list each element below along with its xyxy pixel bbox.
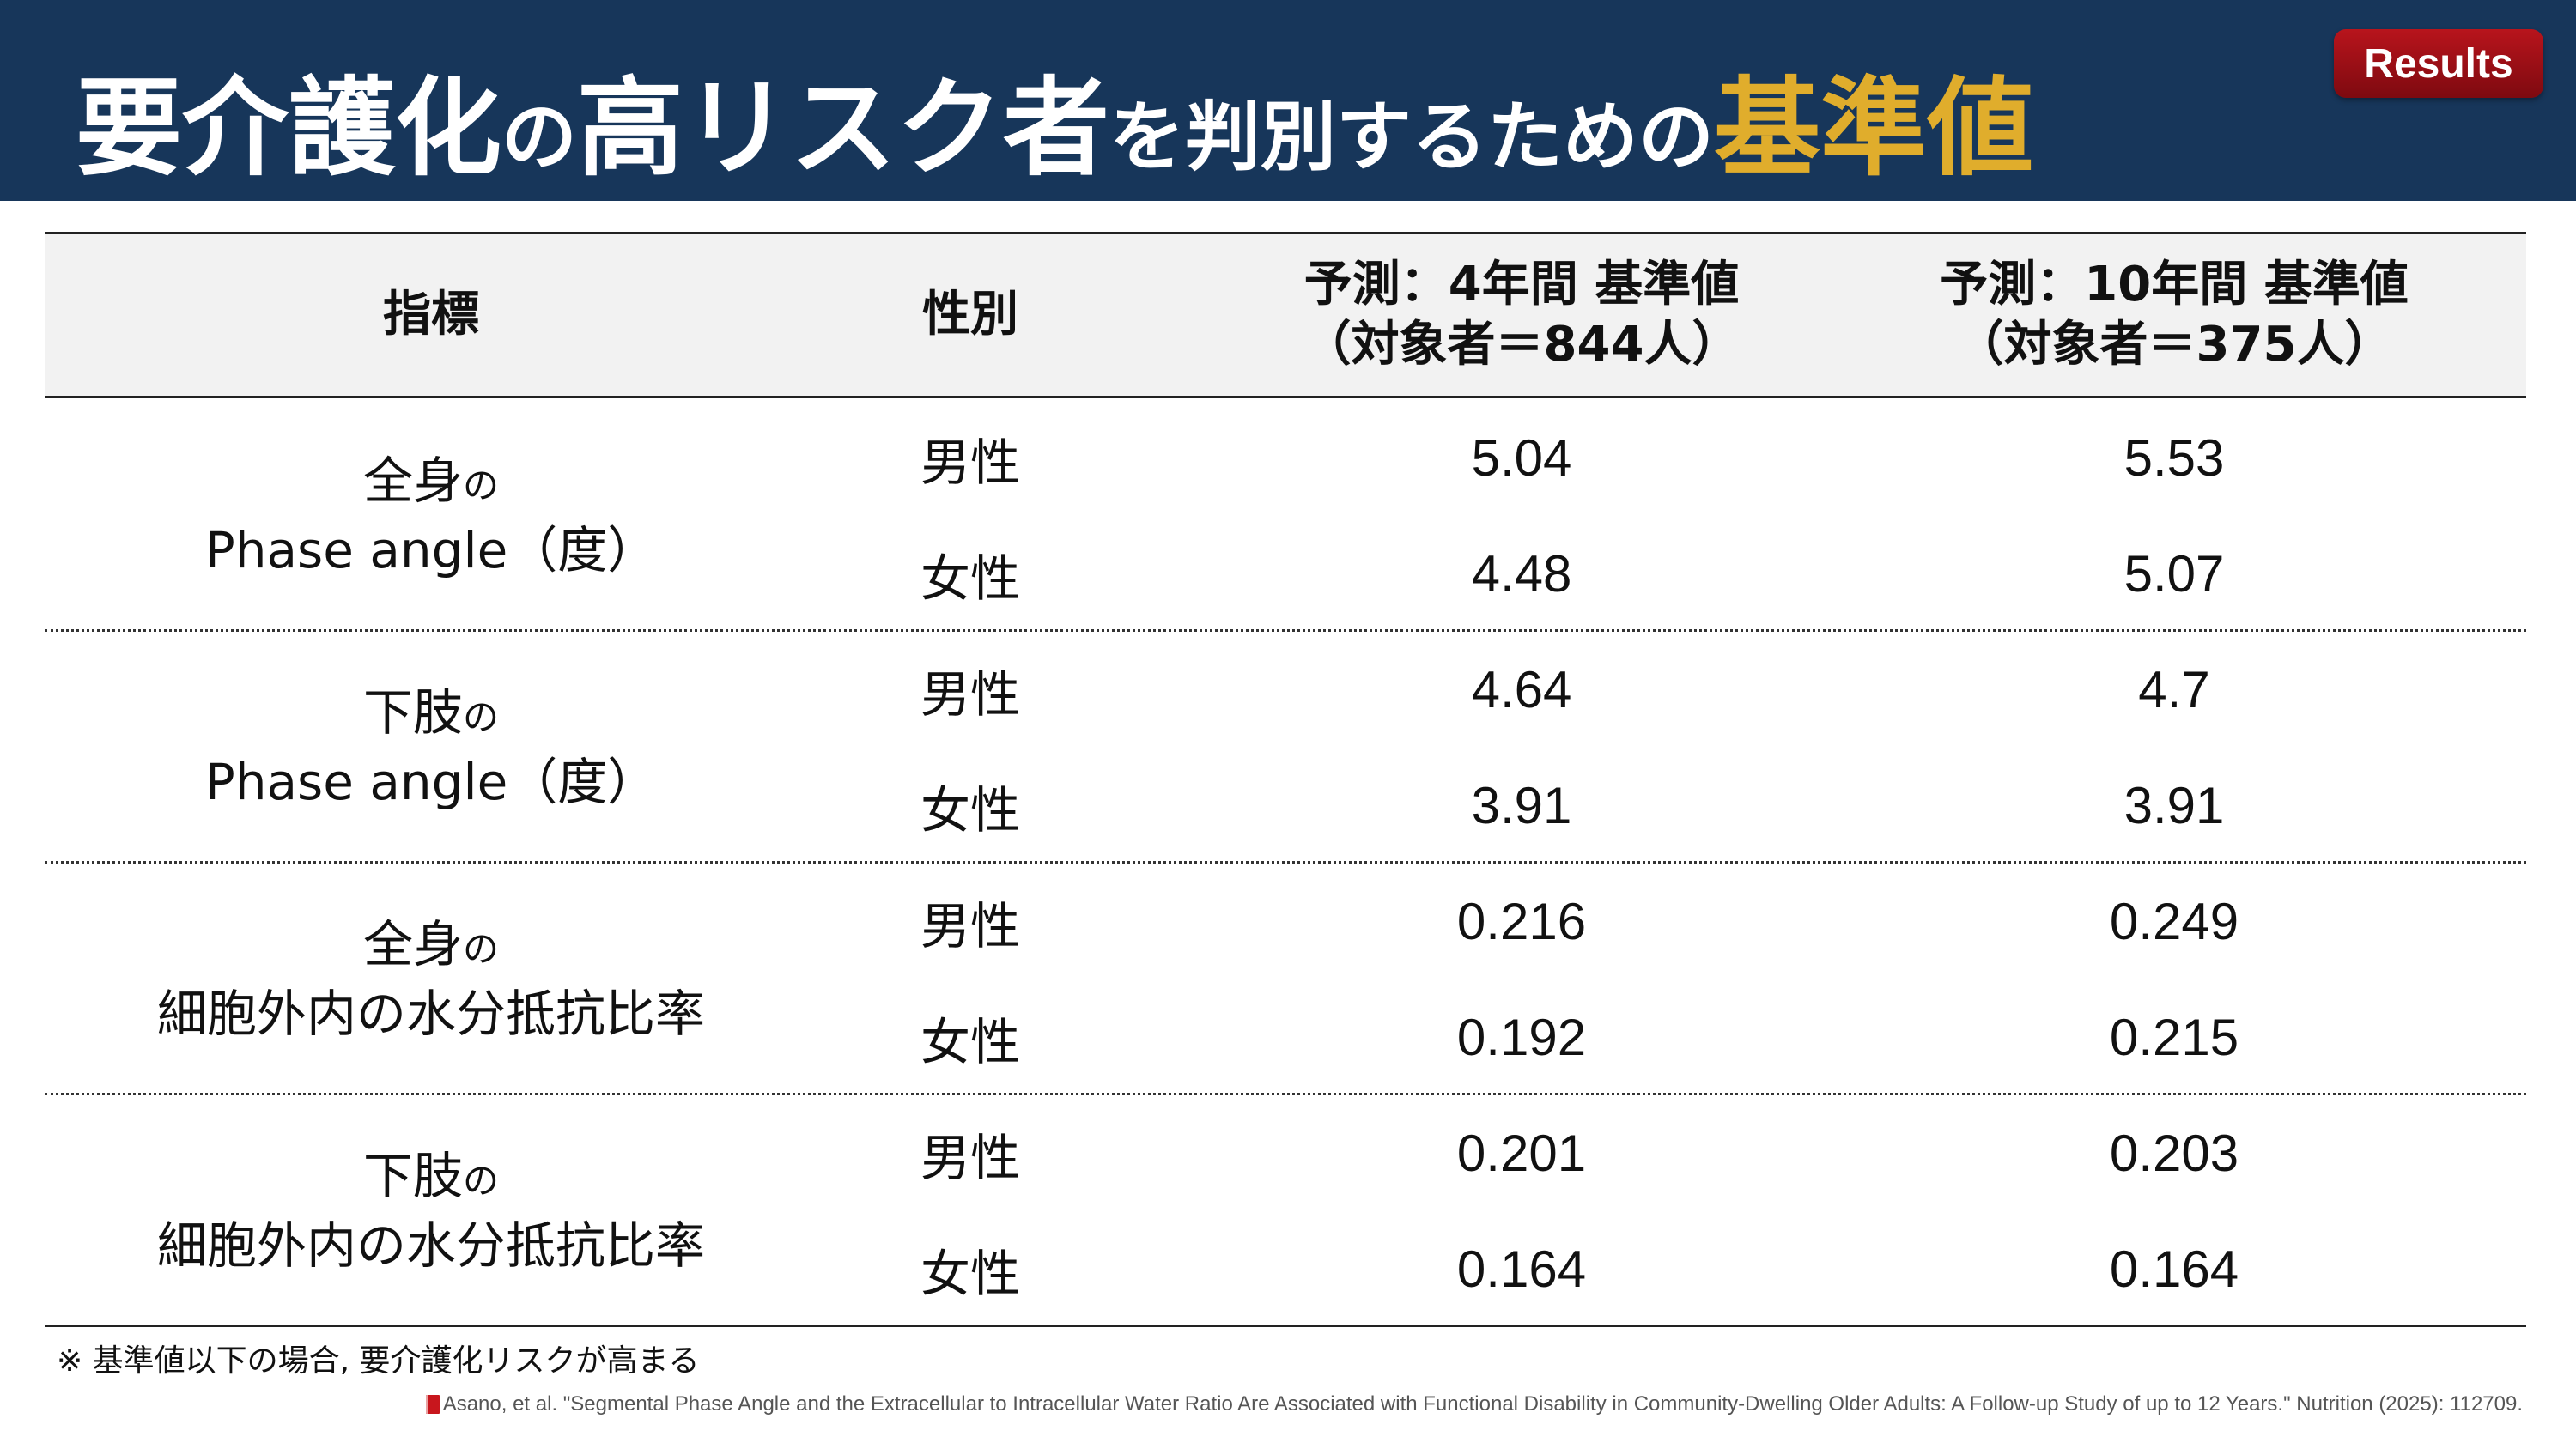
ten-year-value: 0.203 — [2109, 1125, 2239, 1182]
header-ten-year-line1: 予測：10年間 基準値 — [1940, 257, 2409, 312]
ten-year-value: 0.164 — [2109, 1240, 2239, 1298]
metric-region: 全身 — [362, 914, 463, 973]
four-year-value: 0.216 — [1456, 893, 1587, 950]
title-part-1: 要介護化 — [76, 67, 502, 191]
footnote: ※ 基準値以下の場合, 要介護化リスクが高まる — [57, 1343, 700, 1379]
ten-year-value: 4.7 — [2138, 661, 2210, 718]
four-year-value: 0.192 — [1456, 1009, 1587, 1066]
header-metric: 指標 — [45, 234, 817, 396]
table-row: 男性 0.201 0.203 — [45, 1095, 2526, 1211]
four-year-value: 5.04 — [1471, 429, 1572, 487]
header-four-year-line1: 予測：4年間 基準値 — [1303, 257, 1740, 312]
metric-line2: Phase angle（度） — [204, 753, 658, 811]
metric-line1: 下肢の — [363, 678, 499, 748]
table-row: 女性 3.91 3.91 — [45, 748, 2526, 864]
table-row: 男性 5.04 5.53 — [45, 400, 2526, 516]
four-year-value: 4.64 — [1471, 661, 1572, 718]
ten-year-value: 5.07 — [2123, 545, 2225, 603]
title-part-3: 高リスク者 — [577, 67, 1110, 191]
metric-region: 全身 — [362, 451, 463, 510]
table-group: 下肢の 細胞外内の水分抵抗比率 男性 0.201 0.203 女性 0.164 … — [45, 1095, 2526, 1327]
metric-line1: 下肢の — [363, 1142, 499, 1211]
metric-cell: 下肢の 細胞外内の水分抵抗比率 — [45, 1095, 817, 1327]
reference-citation: Asano, et al. "Segmental Phase Angle and… — [425, 1392, 2523, 1416]
sex-cell: 男性 — [920, 896, 1021, 955]
metric-suffix: の — [463, 1159, 500, 1202]
title-part-2: の — [501, 93, 578, 181]
metric-line2: 細胞外内の水分抵抗比率 — [156, 1216, 705, 1275]
table-group: 全身の Phase angle（度） 男性 5.04 5.53 女性 4.48 … — [45, 400, 2526, 632]
table-header: 指標 性別 予測：4年間 基準値 （対象者＝844人） 予測：10年間 基準値 … — [45, 232, 2526, 398]
results-badge: Results — [2334, 29, 2543, 98]
table-group: 下肢の Phase angle（度） 男性 4.64 4.7 女性 3.91 3… — [45, 632, 2526, 864]
table-row: 女性 0.164 0.164 — [45, 1211, 2526, 1327]
sex-cell: 男性 — [920, 664, 1021, 724]
metric-region: 下肢 — [362, 682, 463, 742]
title-part-5: 基準値 — [1714, 67, 2034, 191]
table-row: 女性 4.48 5.07 — [45, 516, 2526, 632]
ten-year-value: 3.91 — [2123, 777, 2225, 834]
ten-year-value: 5.53 — [2123, 429, 2225, 487]
metric-line1: 全身の — [363, 446, 499, 516]
four-year-value: 0.201 — [1456, 1125, 1587, 1182]
metric-cell: 全身の Phase angle（度） — [45, 400, 817, 632]
header-ten-year: 予測：10年間 基準値 （対象者＝375人） — [1822, 234, 2526, 396]
metric-line2: 細胞外内の水分抵抗比率 — [156, 985, 705, 1043]
slide-title: 要介護化 の 高リスク者 を判別するための 基準値 — [76, 53, 2033, 182]
header-ten-year-line2: （対象者＝375人） — [1955, 317, 2393, 373]
header-sex-label: 性別 — [922, 287, 1018, 343]
header-four-year: 予測：4年間 基準値 （対象者＝844人） — [1221, 234, 1822, 396]
metric-line2: Phase angle（度） — [204, 521, 658, 579]
header-four-year-line2: （対象者＝844人） — [1303, 317, 1741, 373]
metric-line1: 全身の — [363, 910, 499, 979]
threshold-table: 指標 性別 予測：4年間 基準値 （対象者＝844人） 予測：10年間 基準値 … — [45, 232, 2526, 1327]
ten-year-value: 0.215 — [2109, 1009, 2239, 1066]
header-metric-label: 指標 — [383, 287, 479, 343]
book-icon — [425, 1395, 440, 1414]
metric-cell: 全身の 細胞外内の水分抵抗比率 — [45, 864, 817, 1095]
metric-suffix: の — [463, 927, 500, 970]
slide-header: 要介護化 の 高リスク者 を判別するための 基準値 Results — [0, 0, 2576, 201]
ten-year-value: 0.249 — [2109, 893, 2239, 950]
four-year-value: 0.164 — [1456, 1240, 1587, 1298]
four-year-value: 3.91 — [1471, 777, 1572, 834]
table-row: 男性 0.216 0.249 — [45, 864, 2526, 979]
sex-cell: 女性 — [920, 1244, 1021, 1303]
sex-cell: 男性 — [920, 433, 1021, 492]
table-row: 女性 0.192 0.215 — [45, 979, 2526, 1095]
sex-cell: 女性 — [920, 1012, 1021, 1071]
header-sex: 性別 — [817, 234, 1221, 396]
sex-cell: 女性 — [920, 780, 1021, 840]
metric-suffix: の — [463, 695, 500, 738]
metric-suffix: の — [463, 464, 500, 506]
title-part-4: を判別するための — [1109, 93, 1715, 181]
metric-cell: 下肢の Phase angle（度） — [45, 632, 817, 864]
table-group: 全身の 細胞外内の水分抵抗比率 男性 0.216 0.249 女性 0.192 … — [45, 864, 2526, 1095]
reference-text: Asano, et al. "Segmental Phase Angle and… — [442, 1392, 2523, 1416]
metric-region: 下肢 — [362, 1146, 463, 1205]
sex-cell: 女性 — [920, 549, 1021, 608]
four-year-value: 4.48 — [1471, 545, 1572, 603]
sex-cell: 男性 — [920, 1128, 1021, 1187]
table-row: 男性 4.64 4.7 — [45, 632, 2526, 748]
